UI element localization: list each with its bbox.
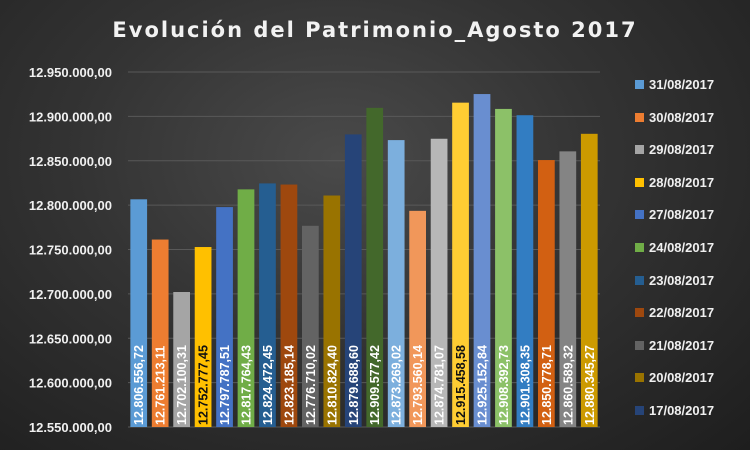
bar — [237, 189, 255, 427]
legend-swatch — [635, 340, 644, 350]
bar-value-label: 12.702.100,31 — [175, 345, 189, 425]
legend-item: 31/08/2017 — [633, 76, 748, 109]
legend-swatch — [635, 177, 644, 187]
y-tick-label: 12.600.000,00 — [29, 376, 112, 391]
legend-swatch — [635, 210, 644, 220]
bar — [516, 115, 534, 427]
bar — [130, 199, 148, 427]
legend-label: 31/08/2017 — [649, 77, 715, 92]
legend-label: 30/08/2017 — [649, 109, 715, 125]
bar — [495, 108, 512, 427]
bar — [259, 183, 276, 427]
bar — [344, 134, 362, 427]
y-tick-label: 12.650.000,00 — [29, 331, 112, 346]
bar-value-label: 12.860.589,32 — [561, 345, 575, 425]
bar — [430, 138, 448, 427]
legend-label: 22/08/2017 — [649, 305, 715, 321]
bar-value-label: 12.925.152,84 — [476, 345, 490, 425]
legend-item: 21/08/2017 — [633, 337, 748, 370]
y-tick-label: 12.900.000,00 — [29, 109, 112, 124]
bar-value-label: 12.873.269,02 — [390, 345, 404, 425]
bar — [473, 94, 491, 428]
y-tick-label: 12.750.000,00 — [29, 243, 112, 258]
legend-item: 22/08/2017 — [633, 304, 748, 337]
plot-area: 12.550.000,00 12.600.000,00 12.650.000,00 1… — [29, 65, 600, 435]
bar — [409, 210, 427, 427]
bar-value-label: 12.793.560,14 — [411, 345, 425, 425]
bar — [323, 195, 341, 427]
legend-label: 20/08/2017 — [649, 370, 715, 386]
legend-item: 17/08/2017 — [633, 402, 748, 435]
bar — [452, 102, 469, 427]
legend-label: 23/08/2017 — [649, 272, 715, 288]
bar — [216, 207, 233, 427]
bar — [280, 184, 298, 427]
bar-value-label: 12.908.392,73 — [497, 345, 511, 425]
legend-item: 23/08/2017 — [633, 272, 748, 305]
y-tick-label: 12.700.000,00 — [29, 287, 112, 302]
bar-value-label: 12.776.710,02 — [304, 345, 318, 425]
legend-swatch — [635, 308, 644, 318]
legend-item: 28/08/2017 — [633, 174, 748, 207]
bar — [366, 107, 384, 428]
bar-value-label: 12.752.777,45 — [197, 345, 211, 425]
legend-swatch — [635, 112, 644, 122]
legend-label: 28/08/2017 — [649, 174, 715, 190]
legend-item: 30/08/2017 — [633, 109, 748, 142]
y-tick-label: 12.550.000,00 — [29, 420, 112, 435]
y-tick-label: 12.950.000,00 — [29, 65, 112, 80]
bar — [580, 133, 598, 427]
bar-value-label: 12.810.824,40 — [325, 345, 339, 425]
bar — [559, 151, 577, 427]
bar — [151, 239, 169, 427]
bar-value-label: 12.915.458,58 — [454, 345, 468, 425]
bar-value-label: 12.824.472,45 — [261, 345, 275, 425]
legend-label: 21/08/2017 — [649, 337, 715, 353]
legend-swatch — [635, 405, 644, 415]
chart-title: Evolución del Patrimonio_Agosto 2017 — [112, 18, 638, 42]
legend-label: 27/08/2017 — [649, 207, 715, 223]
legend-swatch — [635, 275, 644, 285]
bar-value-label: 12.879.688,60 — [347, 345, 361, 425]
legend-item: 27/08/2017 — [633, 206, 748, 239]
legend-swatch — [635, 373, 644, 383]
bar — [173, 292, 191, 427]
bar-value-label: 12.880.345,27 — [583, 345, 597, 425]
bar-value-label: 12.909.577,42 — [368, 345, 382, 425]
legend-label: 29/08/2017 — [649, 142, 715, 158]
bar-value-label: 12.806.556,72 — [132, 345, 146, 425]
legend-swatch — [635, 145, 644, 155]
legend-item: 24/08/2017 — [633, 239, 748, 272]
legend-swatch — [635, 242, 644, 252]
bar — [537, 160, 555, 427]
legend-item: 29/08/2017 — [633, 141, 748, 174]
bar-value-label: 12.761.213,11 — [154, 346, 168, 425]
bar — [387, 140, 405, 427]
y-tick-label: 12.800.000,00 — [29, 198, 112, 213]
y-tick-label: 12.850.000,00 — [29, 154, 112, 169]
bar-value-label: 12.817.764,43 — [240, 345, 254, 425]
bar-value-label: 12.850.778,71 — [540, 345, 554, 425]
legend-label: 17/08/2017 — [649, 402, 715, 418]
legend-item: 20/08/2017 — [633, 369, 748, 402]
legend-swatch — [635, 80, 644, 89]
bar-value-label: 12.823.185,14 — [282, 345, 296, 425]
bar-value-label: 12.901.308,35 — [518, 345, 532, 425]
bar-value-label: 12.797.787,51 — [218, 345, 232, 425]
legend-label: 24/08/2017 — [649, 239, 715, 255]
legend: 31/08/2017 30/08/2017 29/08/2017 28/08/2017… — [633, 76, 748, 435]
bar — [301, 225, 319, 427]
bar-value-label: 12.874.781,07 — [433, 345, 447, 425]
bar — [194, 247, 212, 427]
